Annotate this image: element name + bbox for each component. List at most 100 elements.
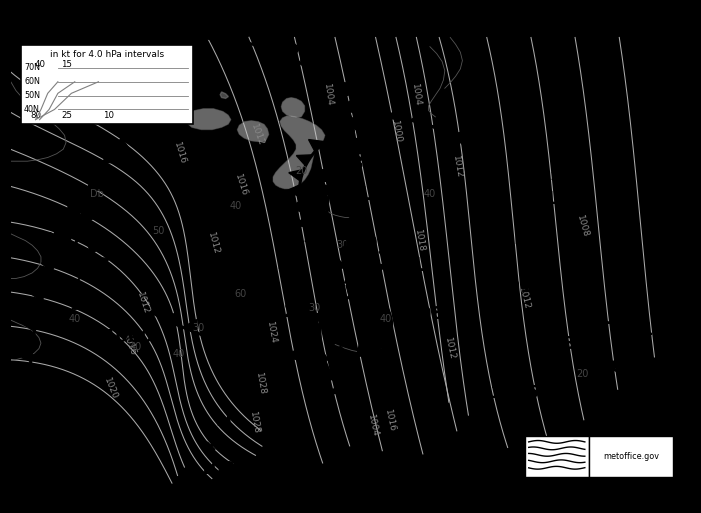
Polygon shape <box>345 114 360 128</box>
Text: 50N: 50N <box>24 91 40 100</box>
Polygon shape <box>334 346 350 359</box>
Text: 40: 40 <box>69 314 81 324</box>
Polygon shape <box>389 193 402 204</box>
Text: 1012: 1012 <box>250 122 266 147</box>
Polygon shape <box>125 125 141 135</box>
Polygon shape <box>71 204 85 213</box>
Polygon shape <box>357 343 372 357</box>
Text: 999: 999 <box>69 296 107 314</box>
Text: 1008: 1008 <box>395 305 445 323</box>
Polygon shape <box>103 152 118 163</box>
Text: 1000: 1000 <box>390 120 402 144</box>
Text: metoffice.gov: metoffice.gov <box>603 452 659 461</box>
Text: 10: 10 <box>103 111 114 120</box>
Polygon shape <box>185 109 231 130</box>
Polygon shape <box>266 344 283 357</box>
Polygon shape <box>352 144 366 156</box>
Text: 20: 20 <box>576 369 588 380</box>
Polygon shape <box>94 258 110 268</box>
Text: L: L <box>414 256 426 275</box>
Text: 1005: 1005 <box>543 190 594 208</box>
Polygon shape <box>183 320 198 333</box>
Polygon shape <box>295 216 311 227</box>
Polygon shape <box>365 107 382 121</box>
Text: 1020: 1020 <box>102 376 119 401</box>
Polygon shape <box>129 293 144 306</box>
Text: Db: Db <box>90 189 104 200</box>
Text: 1008: 1008 <box>575 214 590 239</box>
Text: H: H <box>618 383 634 402</box>
Text: 30: 30 <box>193 323 205 333</box>
Text: 40: 40 <box>380 314 392 324</box>
Circle shape <box>62 215 79 227</box>
Text: in kt for 4.0 hPa intervals: in kt for 4.0 hPa intervals <box>50 50 164 60</box>
Polygon shape <box>310 342 322 351</box>
Polygon shape <box>220 92 229 98</box>
Polygon shape <box>203 327 218 341</box>
Polygon shape <box>331 384 344 393</box>
Circle shape <box>332 141 350 152</box>
Circle shape <box>148 31 167 44</box>
Polygon shape <box>48 246 62 256</box>
Polygon shape <box>288 346 305 359</box>
Polygon shape <box>237 121 269 142</box>
Polygon shape <box>23 427 36 438</box>
Circle shape <box>279 43 298 56</box>
Circle shape <box>320 67 339 81</box>
Text: 20: 20 <box>295 166 308 176</box>
Circle shape <box>229 28 248 41</box>
Circle shape <box>309 215 327 227</box>
Polygon shape <box>150 48 164 60</box>
Text: 10: 10 <box>641 321 666 340</box>
Polygon shape <box>384 179 398 189</box>
Polygon shape <box>365 154 380 166</box>
Polygon shape <box>286 185 299 196</box>
Polygon shape <box>467 145 482 156</box>
Polygon shape <box>390 223 403 233</box>
Polygon shape <box>87 181 102 192</box>
Polygon shape <box>308 140 325 151</box>
Circle shape <box>353 137 372 150</box>
Text: 25: 25 <box>61 111 72 120</box>
Circle shape <box>353 118 372 131</box>
Circle shape <box>255 34 274 47</box>
Polygon shape <box>376 166 391 176</box>
Text: 100: 100 <box>587 358 625 377</box>
Text: 998: 998 <box>327 155 365 173</box>
Text: 1028: 1028 <box>247 411 261 435</box>
Polygon shape <box>330 258 346 270</box>
Polygon shape <box>31 290 44 301</box>
Polygon shape <box>317 70 332 82</box>
Text: H: H <box>215 411 232 430</box>
Text: 1018: 1018 <box>414 228 426 253</box>
Polygon shape <box>305 231 320 242</box>
Text: L: L <box>360 185 372 204</box>
Text: L: L <box>123 279 135 298</box>
Circle shape <box>202 26 221 38</box>
Polygon shape <box>371 295 386 306</box>
Polygon shape <box>55 232 69 242</box>
Polygon shape <box>390 208 403 219</box>
Polygon shape <box>36 275 50 286</box>
Text: H: H <box>645 272 661 291</box>
Polygon shape <box>317 245 332 256</box>
Polygon shape <box>94 166 109 176</box>
Polygon shape <box>370 264 385 274</box>
Polygon shape <box>114 139 130 149</box>
Polygon shape <box>308 327 320 337</box>
Polygon shape <box>115 283 131 295</box>
Polygon shape <box>331 118 345 129</box>
Circle shape <box>301 54 320 67</box>
Polygon shape <box>27 305 40 316</box>
Circle shape <box>323 154 341 167</box>
Polygon shape <box>344 271 360 283</box>
Circle shape <box>310 200 327 212</box>
Polygon shape <box>103 271 119 282</box>
Text: 40: 40 <box>424 189 436 200</box>
Text: L: L <box>508 334 521 354</box>
Circle shape <box>317 169 334 182</box>
Text: 60N: 60N <box>24 77 40 86</box>
Polygon shape <box>289 201 304 212</box>
Text: 1012: 1012 <box>601 432 651 450</box>
Text: 1004: 1004 <box>43 231 93 249</box>
